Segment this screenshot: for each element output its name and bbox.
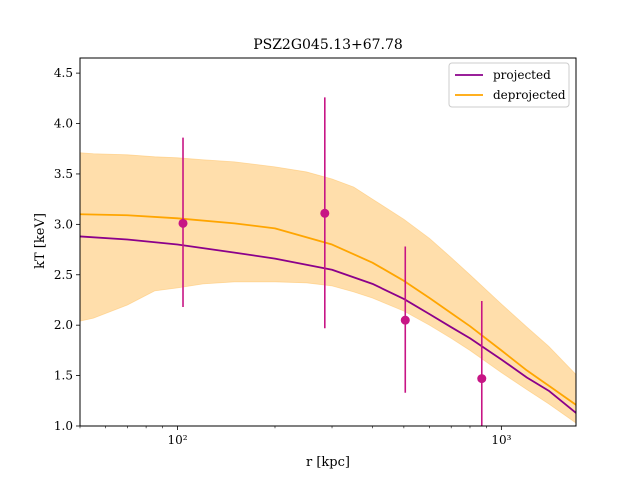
y-tick-label: 2.0 — [54, 318, 73, 332]
legend-label-projected: projected — [493, 68, 551, 82]
y-tick-label: 4.5 — [54, 66, 73, 80]
deprojected-uncertainty-band — [80, 152, 576, 424]
x-tick-label: 10² — [167, 433, 187, 447]
legend-box — [448, 62, 570, 108]
y-tick-label: 1.0 — [54, 419, 73, 433]
data-point — [400, 315, 410, 325]
y-tick-label: 4.0 — [54, 117, 73, 131]
y-tick-label: 3.5 — [54, 167, 73, 181]
legend-label-deprojected: deprojected — [493, 88, 566, 102]
series-line-deprojected — [80, 213, 576, 406]
plot-frame — [79, 57, 577, 427]
y-tick-label: 3.0 — [54, 217, 73, 231]
data-point — [477, 374, 487, 384]
data-point — [320, 208, 330, 218]
x-tick-label: 10³ — [491, 433, 511, 447]
chart-title: PSZ2G045.13+67.78 — [253, 37, 403, 53]
series-line-projected — [80, 235, 576, 414]
y-tick-label: 1.5 — [54, 369, 73, 383]
plot-area: 1.0 1.5 2.0 2.5 3.0 3.5 4.0 4.5 10² 10³ — [54, 57, 577, 447]
legend: projected deprojected — [448, 62, 570, 108]
y-tick-label: 2.5 — [54, 268, 73, 282]
y-axis-title: kT [keV] — [33, 213, 48, 269]
plot-content — [80, 97, 576, 426]
data-point — [178, 218, 188, 228]
x-axis-title: r [kpc] — [306, 455, 350, 470]
